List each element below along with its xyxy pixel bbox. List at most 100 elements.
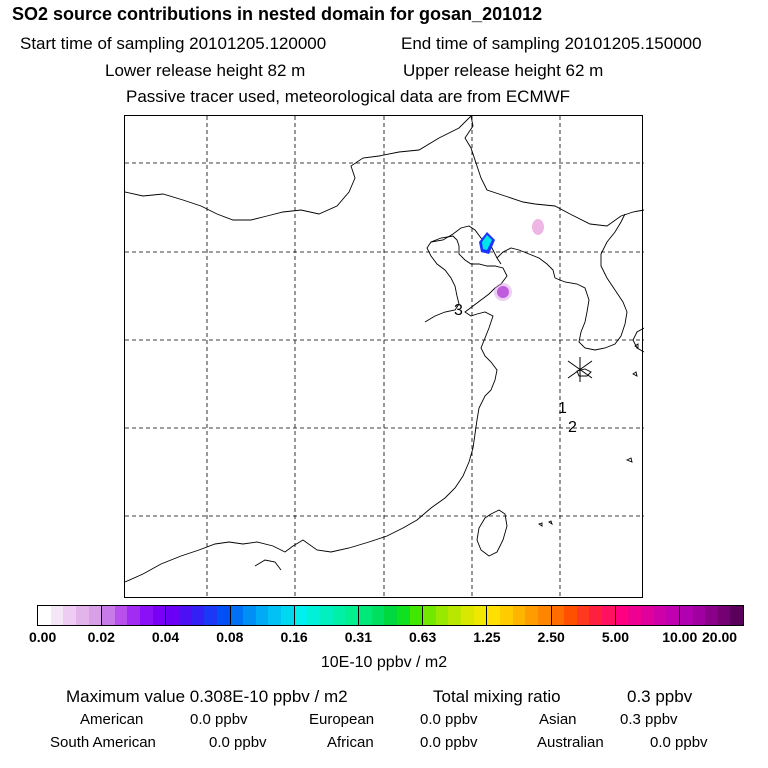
colorbar-swatch: [576, 606, 590, 625]
colorbar-swatch: [628, 606, 641, 625]
colorbar-swatch: [487, 606, 500, 625]
colorbar-tick-label: 0.31: [344, 629, 372, 645]
japan-kyushu: [632, 327, 644, 353]
marker-3: 3: [454, 302, 463, 319]
colorbar-segment: [551, 606, 616, 625]
colorbar-swatch: [615, 606, 629, 625]
colorbar-swatch: [473, 606, 487, 625]
colorbar-swatch: [38, 606, 51, 625]
colorbar-swatch: [332, 606, 346, 625]
colorbar-swatch: [114, 606, 128, 625]
small-island: [632, 371, 638, 377]
colorbar-swatch: [384, 606, 397, 625]
total-mixing-value: 0.3 ppbv: [627, 687, 693, 706]
colorbar-swatch: [640, 606, 654, 625]
colorbar-segment: [615, 606, 680, 625]
colorbar-segment: [294, 606, 359, 625]
colorbar-swatch: [152, 606, 166, 625]
map-markers: 1 2 3: [454, 302, 577, 436]
small-island: [537, 522, 543, 527]
colorbar-segment: [423, 606, 488, 625]
colorbar: [37, 605, 744, 626]
colorbar-swatch: [730, 606, 744, 625]
colorbar-swatch: [255, 606, 269, 625]
colorbar-swatch: [692, 606, 706, 625]
colorbar-segment: [230, 606, 295, 625]
marker-1: 1: [558, 400, 567, 417]
colorbar-swatch: [435, 606, 449, 625]
colorbar-swatch: [268, 606, 282, 625]
plume-pink-patch: [532, 219, 544, 235]
colorbar-tick-label: 20.00: [702, 629, 738, 645]
tracer-plume: [479, 219, 544, 301]
region-value-european: 0.0 ppbv: [420, 711, 478, 728]
region-label-asian: Asian: [539, 711, 577, 728]
colorbar-swatch: [564, 606, 577, 625]
northeast-border: [464, 116, 644, 227]
colorbar-swatch: [179, 606, 192, 625]
colorbar-swatch: [243, 606, 256, 625]
colorbar-swatch: [396, 606, 410, 625]
colorbar-segment: [487, 606, 552, 625]
end-time-label: End time of sampling 20101205.150000: [401, 34, 702, 53]
region-value-american: 0.0 ppbv: [190, 711, 248, 728]
max-value-label: Maximum value 0.308E-10 ppbv / m2: [66, 687, 348, 706]
map-canvas: 1 2 3: [125, 116, 644, 599]
colorbar-swatch: [461, 606, 474, 625]
colorbar-swatch: [653, 606, 667, 625]
colorbar-swatch: [705, 606, 718, 625]
total-mixing-label: Total mixing ratio: [433, 687, 561, 706]
korea-peninsula: [554, 213, 628, 351]
region-label-south-american: South American: [50, 734, 156, 751]
colorbar-tick-label: 5.00: [601, 629, 630, 645]
colorbar-segment: [38, 606, 103, 625]
colorbar-swatch: [88, 606, 102, 625]
colorbar-swatch: [358, 606, 372, 625]
colorbar-tick-label: 0.08: [216, 629, 244, 645]
mongolia-border: [125, 116, 472, 221]
region-value-south-american: 0.0 ppbv: [209, 734, 267, 751]
liaodong-coast: [496, 247, 556, 279]
region-value-australian: 0.0 ppbv: [650, 734, 708, 751]
colorbar-swatch: [230, 606, 244, 625]
colorbar-swatch: [294, 606, 308, 625]
region-value-african: 0.0 ppbv: [420, 734, 478, 751]
colorbar-swatch: [423, 606, 436, 625]
colorbar-swatch: [602, 606, 615, 625]
colorbar-swatch: [204, 606, 217, 625]
jeju-island: [576, 368, 592, 377]
colorbar-swatch: [537, 606, 551, 625]
tracer-note: Passive tracer used, meteorological data…: [126, 87, 571, 106]
region-label-australian: Australian: [537, 734, 604, 751]
region-label-american: American: [80, 711, 144, 728]
region-value-asian: 0.3 ppbv: [620, 711, 678, 728]
colorbar-tick-label: 0.63: [409, 629, 437, 645]
coastlines: [125, 116, 644, 583]
colorbar-tick-label: 2.50: [537, 629, 565, 645]
colorbar-swatch: [666, 606, 679, 625]
colorbar-swatch: [191, 606, 205, 625]
taiwan-island: [476, 509, 508, 557]
colorbar-tick-label: 1.25: [473, 629, 501, 645]
marker-2: 2: [568, 419, 577, 436]
colorbar-swatch: [102, 606, 115, 625]
colorbar-swatch: [679, 606, 693, 625]
graticule: [125, 116, 644, 599]
colorbar-tick-label: 0.02: [87, 629, 115, 645]
colorbar-swatch: [320, 606, 333, 625]
colorbar-swatch: [63, 606, 76, 625]
colorbar-segment: [102, 606, 167, 625]
china-coast-north: [125, 235, 508, 583]
colorbar-swatch: [499, 606, 513, 625]
colorbar-swatch: [281, 606, 294, 625]
colorbar-swatch: [409, 606, 423, 625]
colorbar-swatch: [75, 606, 89, 625]
region-label-african: African: [327, 734, 374, 751]
upper-height-label: Upper release height 62 m: [403, 61, 604, 80]
colorbar-swatch: [525, 606, 538, 625]
colorbar-swatch: [140, 606, 153, 625]
colorbar-swatch: [307, 606, 321, 625]
colorbar-tick-label: 0.16: [280, 629, 308, 645]
small-island: [625, 457, 633, 463]
colorbar-unit: 10E-10 ppbv / m2: [320, 654, 448, 671]
